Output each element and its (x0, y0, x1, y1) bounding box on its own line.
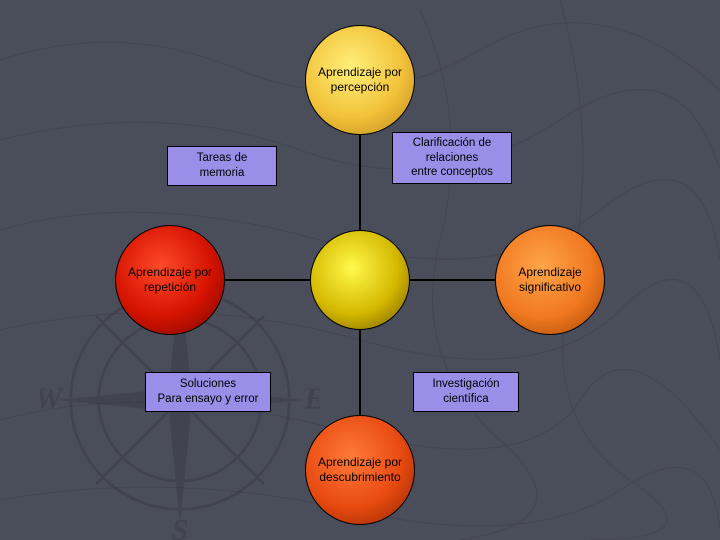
edge-center-bottom (359, 330, 361, 420)
node-top: Aprendizaje porpercepción (305, 25, 415, 135)
svg-text:E: E (303, 381, 320, 415)
node-left-label: Aprendizaje porrepetición (128, 265, 212, 295)
edge-center-left (220, 279, 310, 281)
node-right: Aprendizajesignificativo (495, 225, 605, 335)
box-br: Investigacióncientífica (413, 372, 519, 412)
edge-center-right (410, 279, 500, 281)
node-bottom: Aprendizaje pordescubrimiento (305, 415, 415, 525)
box-br-label: Investigacióncientífica (432, 377, 499, 407)
node-left: Aprendizaje porrepetición (115, 225, 225, 335)
box-tl: Tareas dememoria (167, 146, 277, 186)
box-tl-label: Tareas dememoria (197, 151, 248, 181)
edge-center-top (359, 130, 361, 230)
svg-text:S: S (171, 513, 188, 540)
box-tr: Clarificación derelacionesentre concepto… (392, 132, 512, 184)
svg-text:W: W (40, 381, 65, 415)
box-bl-label: SolucionesPara ensayo y error (158, 377, 259, 407)
box-bl: SolucionesPara ensayo y error (145, 372, 271, 412)
box-tr-label: Clarificación derelacionesentre concepto… (411, 136, 493, 181)
node-center (310, 230, 410, 330)
node-bottom-label: Aprendizaje pordescubrimiento (318, 455, 402, 485)
node-top-label: Aprendizaje porpercepción (318, 65, 402, 95)
node-right-label: Aprendizajesignificativo (518, 265, 581, 295)
